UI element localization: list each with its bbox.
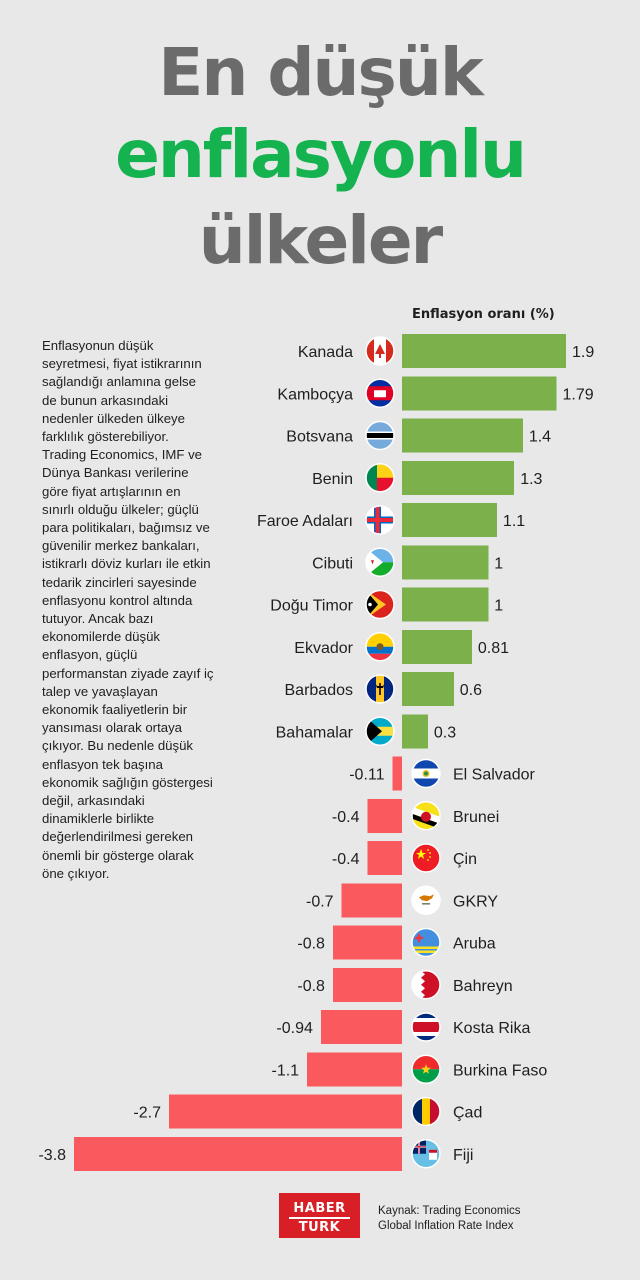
haberturk-logo: HABER TURK [279, 1193, 360, 1238]
chart-title: Enflasyon oranı (%) [412, 307, 555, 322]
bar-12 [367, 798, 402, 833]
logo-line-1: HABER [293, 1201, 346, 1216]
canada-flag-icon [365, 336, 395, 366]
value-label-12: -0.4 [332, 809, 360, 826]
burkina-faso-flag-icon [411, 1054, 441, 1084]
country-label-2: Kamboçya [277, 386, 353, 403]
country-label-19: Çad [453, 1105, 482, 1122]
title-line-1: En düşük [158, 34, 483, 111]
botswana-flag-icon [365, 420, 395, 451]
country-label-13: Çin [453, 851, 477, 868]
bar-16 [332, 967, 402, 1002]
country-label-15: Aruba [453, 936, 496, 953]
country-label-4: Benin [312, 471, 353, 488]
bar-20 [74, 1136, 402, 1171]
value-label-1: 1.9 [572, 344, 594, 361]
timor-leste-flag-icon [365, 589, 395, 620]
costa-rica-flag-icon [411, 1012, 441, 1042]
brunei-flag-icon [411, 801, 441, 831]
bar-chart: Kanada 1.9 Kamboçya 1.79 Botsvana 1.4 Benin 1.3… [38, 334, 594, 1171]
value-label-10: 0.3 [434, 724, 456, 741]
barbados-flag-icon [365, 674, 395, 704]
value-label-5: 1.1 [503, 513, 525, 530]
bar-15 [332, 925, 402, 960]
source-line-1: Kaynak: Trading Economics [378, 1205, 521, 1217]
value-label-13: -0.4 [332, 851, 360, 868]
value-label-7: 1 [494, 598, 503, 615]
bar-4 [402, 460, 515, 495]
description-text: Enflasyonun düşük seyretmesi, fiyat isti… [42, 338, 214, 881]
country-label-10: Bahamalar [276, 724, 354, 741]
title-line-2: enflasyonlu [115, 116, 527, 193]
country-label-7: Doğu Timor [270, 598, 353, 615]
value-label-11: -0.11 [349, 767, 384, 784]
bar-19 [168, 1094, 402, 1129]
bar-14 [341, 883, 402, 918]
djibouti-flag-icon [365, 547, 395, 577]
value-label-20: -3.8 [38, 1147, 66, 1164]
logo-line-2: TURK [298, 1220, 341, 1235]
cambodia-flag-icon [365, 378, 395, 408]
cyprus-flag-icon [411, 885, 441, 915]
value-label-3: 1.4 [529, 429, 551, 446]
country-label-3: Botsvana [286, 429, 353, 446]
chad-flag-icon [411, 1096, 441, 1127]
aruba-flag-icon [411, 927, 441, 958]
fiji-flag-icon [411, 1139, 441, 1169]
bar-9 [402, 672, 454, 706]
value-label-14: -0.7 [306, 893, 334, 910]
title-line-3: ülkeler [198, 202, 443, 279]
source-line-2: Global Inflation Rate Index [378, 1220, 514, 1232]
value-label-16: -0.8 [297, 978, 325, 995]
bar-7 [402, 587, 489, 622]
logo-separator [289, 1217, 350, 1219]
bahrain-flag-icon [411, 970, 441, 1000]
country-label-18: Burkina Faso [453, 1062, 547, 1079]
bar-1 [402, 334, 566, 368]
country-label-5: Faroe Adaları [257, 513, 353, 530]
value-label-2: 1.79 [562, 386, 593, 403]
bar-6 [402, 545, 489, 580]
value-label-17: -0.94 [276, 1020, 313, 1037]
bar-10 [402, 714, 428, 749]
bar-11 [392, 756, 402, 791]
china-flag-icon [411, 843, 441, 873]
country-label-1: Kanada [298, 344, 353, 361]
country-label-20: Fiji [453, 1147, 473, 1164]
value-label-15: -0.8 [297, 936, 325, 953]
faroe-islands-flag-icon [365, 505, 395, 535]
value-label-4: 1.3 [520, 471, 542, 488]
country-label-8: Ekvador [294, 640, 353, 657]
source-text: Kaynak: Trading Economics Global Inflati… [378, 1204, 521, 1234]
country-label-9: Barbados [285, 682, 354, 699]
value-label-19: -2.7 [133, 1105, 161, 1122]
bar-2 [402, 376, 557, 411]
bahamas-flag-icon [365, 716, 395, 746]
country-label-17: Kosta Rika [453, 1020, 530, 1037]
bar-17 [320, 1010, 402, 1044]
value-label-9: 0.6 [460, 682, 482, 699]
country-label-16: Bahreyn [453, 978, 513, 995]
value-label-8: 0.81 [478, 640, 509, 657]
country-label-14: GKRY [453, 893, 498, 910]
bar-18 [307, 1052, 402, 1087]
bar-3 [402, 418, 523, 453]
bar-8 [402, 629, 472, 664]
country-label-11: El Salvador [453, 767, 535, 784]
el-salvador-flag-icon [411, 758, 441, 789]
value-label-6: 1 [494, 555, 503, 572]
benin-flag-icon [365, 463, 395, 493]
value-label-18: -1.1 [271, 1062, 299, 1079]
country-label-12: Brunei [453, 809, 499, 826]
bar-13 [367, 841, 402, 875]
ecuador-flag-icon [365, 632, 395, 662]
country-label-6: Cibuti [312, 555, 353, 572]
bar-5 [402, 503, 497, 537]
